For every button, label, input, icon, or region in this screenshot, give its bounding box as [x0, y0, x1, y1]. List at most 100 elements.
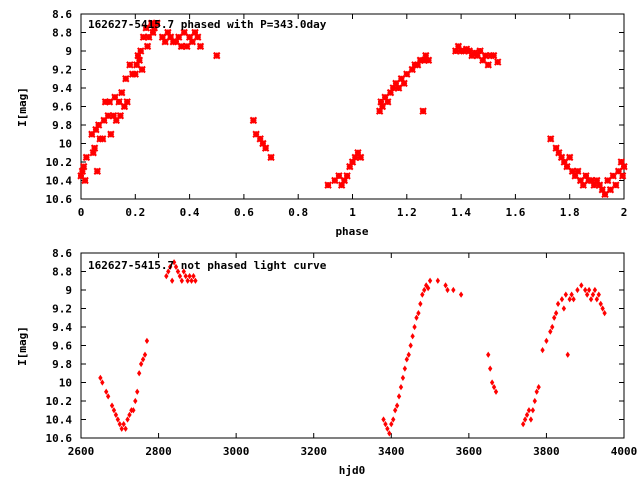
phased-data-point — [384, 98, 392, 106]
unphased-data-point — [392, 407, 398, 414]
unphased-data-point — [179, 277, 185, 284]
unphased-data-point — [565, 351, 570, 358]
phased-x-axis-label: phase — [335, 225, 368, 238]
phased-data-point — [139, 33, 148, 41]
unphased-data-point — [451, 286, 456, 294]
unphased-data-point — [177, 272, 183, 280]
unphased-data-point — [579, 282, 584, 289]
unphased-data-point — [563, 291, 568, 298]
unphased-data-point — [175, 268, 181, 275]
phased-data-point — [267, 153, 275, 162]
unphased-data-point — [548, 328, 553, 335]
unphased-data-point — [406, 351, 411, 358]
unphased-x-tick-label: 2600 — [68, 445, 95, 458]
phased-data-point — [138, 65, 146, 74]
phased-data-point — [94, 121, 103, 129]
unphased-axis-ticks: 2600 2800 3000 3200 3400 3600 3800 4000 8.6 8.8 9 9… — [46, 247, 638, 458]
phased-data-point — [107, 130, 115, 138]
unphased-data-point — [104, 388, 109, 395]
phased-y-axis-label: I[mag] — [16, 87, 29, 127]
phased-axis-ticks: 0 0.2 0.4 0.6 0.8 1 1.2 1.4 1.6 1.8 2 8.6 8.8 9 9.2 9.4… — [46, 8, 628, 219]
unphased-data-point — [191, 272, 196, 280]
unphased-data-point — [600, 305, 605, 312]
unphased-data-point — [144, 337, 150, 345]
unphased-data-point — [544, 337, 549, 345]
unphased-data-point — [571, 296, 576, 303]
phased-x-tick-label: 0.4 — [180, 206, 200, 219]
unphased-data-point — [111, 407, 117, 414]
unphased-data-point — [555, 300, 561, 308]
phased-data-point — [104, 112, 112, 120]
unphased-data-point — [536, 383, 541, 391]
unphased-data-point — [189, 277, 194, 284]
unphased-data-point — [530, 407, 536, 414]
unphased-data-point — [387, 430, 392, 437]
unphased-data-point — [394, 402, 400, 409]
unphased-data-point — [522, 416, 528, 423]
phased-data-point — [142, 24, 150, 32]
unphased-data-point — [586, 286, 592, 294]
phased-data-point — [126, 61, 134, 69]
phased-data-point — [565, 153, 574, 162]
phased-data-point — [82, 153, 91, 162]
phased-data-point — [574, 167, 582, 175]
phased-y-tick-label: 10.2 — [46, 156, 73, 169]
unphased-y-axis-label: I[mag] — [16, 326, 29, 366]
phased-light-curve-panel: 0 0.2 0.4 0.6 0.8 1 1.2 1.4 1.6 1.8 2 8.6 8.8 9 9.2 9.4… — [16, 8, 628, 238]
phased-data-point — [579, 181, 587, 189]
unphased-data-point — [443, 282, 448, 289]
phased-data-point — [188, 38, 197, 46]
phased-data-point — [81, 176, 89, 185]
phased-y-tick-label: 8.8 — [52, 27, 72, 40]
unphased-data-point — [181, 268, 186, 275]
phased-data-point — [175, 33, 183, 41]
phased-data-point — [331, 176, 339, 185]
unphased-data-point — [559, 296, 565, 303]
unphased-data-point — [98, 374, 103, 382]
unphased-data-point — [486, 351, 491, 358]
phased-data-point — [335, 172, 343, 180]
unphased-data-point — [119, 425, 124, 432]
unphased-data-point — [445, 286, 450, 294]
phased-data-point — [80, 162, 88, 171]
phased-x-tick-label: 2 — [621, 206, 628, 219]
unphased-data-point — [193, 277, 198, 284]
phased-data-point — [122, 75, 130, 83]
unphased-data-point — [594, 296, 600, 303]
unphased-data-point — [489, 379, 495, 386]
unphased-data-point — [427, 277, 433, 284]
unphased-data-point — [135, 388, 140, 395]
phased-data-point — [161, 38, 169, 46]
phased-data-point — [394, 84, 403, 92]
phased-data-point — [180, 28, 188, 37]
phased-y-tick-label: 9.6 — [52, 101, 72, 114]
unphased-data-point — [435, 277, 440, 284]
phased-data-point — [356, 153, 365, 162]
unphased-data-point — [569, 291, 574, 298]
unphased-data-point — [173, 263, 179, 271]
phased-y-tick-label: 10.4 — [46, 175, 73, 188]
unphased-y-tick-label: 9.8 — [52, 358, 72, 371]
unphased-data-point — [166, 268, 171, 275]
unphased-data-point — [596, 291, 601, 298]
phased-data-point — [143, 42, 152, 51]
unphased-data-point — [131, 407, 136, 414]
unphased-data-point — [493, 388, 499, 395]
phased-y-tick-label: 10 — [59, 138, 72, 151]
unphased-data-point — [404, 356, 409, 363]
unphased-x-tick-label: 3600 — [456, 445, 483, 458]
phased-data-point — [604, 176, 612, 185]
unphased-data-point — [127, 411, 132, 419]
unphased-y-tick-label: 10 — [59, 377, 72, 390]
unphased-data-point — [532, 397, 537, 405]
unphased-data-point — [109, 402, 115, 409]
phased-data-point — [135, 56, 144, 64]
unphased-data-point — [383, 420, 388, 428]
unphased-data-point — [125, 416, 130, 423]
phased-data-point — [261, 144, 270, 152]
unphased-data-point — [168, 263, 173, 271]
phased-y-tick-label: 9.2 — [52, 64, 72, 77]
unphased-data-point — [117, 420, 122, 428]
unphased-data-point — [183, 272, 188, 280]
phased-y-tick-label: 9 — [65, 45, 72, 58]
